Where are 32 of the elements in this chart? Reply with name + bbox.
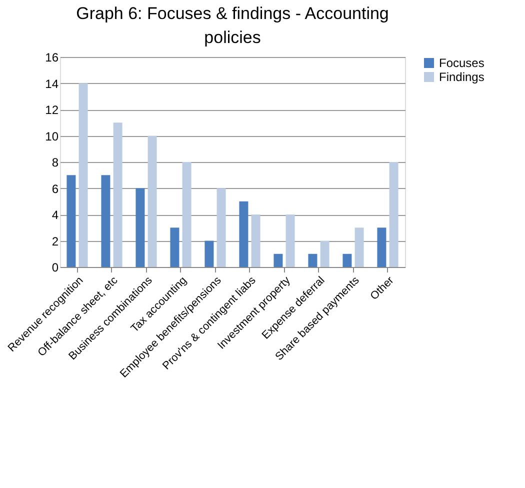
bar [101,175,110,267]
bar [216,188,226,267]
bar [320,240,330,267]
y-tick-label: 16 [45,50,59,64]
bar [78,83,88,267]
y-tick-label: 10 [45,129,59,144]
bar [204,240,214,267]
bar [286,214,295,267]
bar [182,162,192,267]
bar [342,254,352,267]
y-tick-label: 12 [45,103,59,117]
bar [148,136,157,267]
bar [354,228,364,267]
chart-title: Graph 6: Focuses & findings - Accounting policies [76,4,389,47]
bar [389,162,398,267]
y-tick-label: 8 [52,156,59,170]
bar [308,254,318,267]
bar [136,188,145,267]
bar [66,175,76,267]
legend-label: Findings [439,70,484,84]
y-tick-label: 14 [45,76,59,91]
bar [251,214,260,267]
y-tick-label: 2 [52,234,59,248]
bar [274,254,283,267]
bar [170,228,180,267]
bar [239,201,248,267]
y-tick-label: 0 [52,260,59,274]
y-tick-label: 6 [52,182,59,196]
y-tick-label: 4 [52,208,59,222]
bar [377,228,386,267]
legend-label: Focuses [439,56,484,70]
bar [113,122,122,267]
